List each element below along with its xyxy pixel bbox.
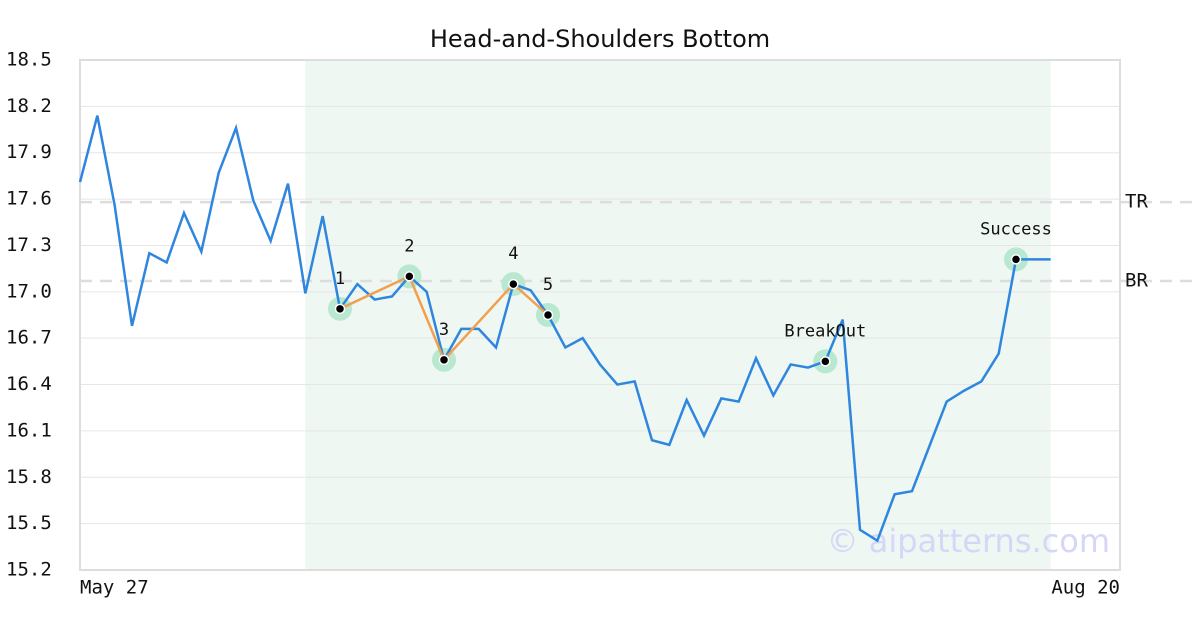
y-tick-label: 17.3 <box>6 234 52 256</box>
y-tick-label: 15.8 <box>6 466 52 488</box>
y-tick-label: 15.2 <box>6 559 52 581</box>
event-point <box>1010 254 1022 265</box>
y-tick-label: 17.0 <box>6 280 52 302</box>
event-point <box>820 356 831 367</box>
pattern-point-label: 4 <box>508 244 518 264</box>
reference-label: BR <box>1125 270 1148 292</box>
plot-frame <box>79 59 1121 571</box>
pattern-region <box>305 60 1051 570</box>
event-label: Success <box>980 219 1052 239</box>
pattern-point <box>508 278 519 290</box>
reference-label: TR <box>1125 191 1148 213</box>
price-line <box>78 115 1051 543</box>
y-tick-label: 17.6 <box>6 188 52 210</box>
pattern-point <box>542 309 554 321</box>
y-tick-label: 18.5 <box>6 49 52 71</box>
pattern-point-label: 1 <box>335 269 345 289</box>
event-label: BreakOut <box>784 321 866 341</box>
y-tick-label: 18.2 <box>6 95 52 117</box>
pattern-point <box>438 354 450 366</box>
y-tick-label: 16.4 <box>6 373 52 395</box>
x-tick-label: May 27 <box>80 577 149 599</box>
pattern-point <box>404 271 415 282</box>
x-tick-label: Aug 20 <box>1051 577 1120 599</box>
pattern-point <box>334 303 346 315</box>
y-tick-label: 17.9 <box>6 141 52 163</box>
pattern-point-label: 5 <box>543 275 553 295</box>
y-tick-label: 16.7 <box>6 327 52 349</box>
pattern-point-label: 3 <box>439 320 449 340</box>
watermark: © aipatterns.com <box>827 522 1110 560</box>
pattern-point-label: 2 <box>404 236 414 256</box>
y-tick-label: 16.1 <box>6 419 52 441</box>
chart-title: Head-and-Shoulders Bottom <box>430 25 770 53</box>
y-tick-label: 15.5 <box>6 512 52 534</box>
